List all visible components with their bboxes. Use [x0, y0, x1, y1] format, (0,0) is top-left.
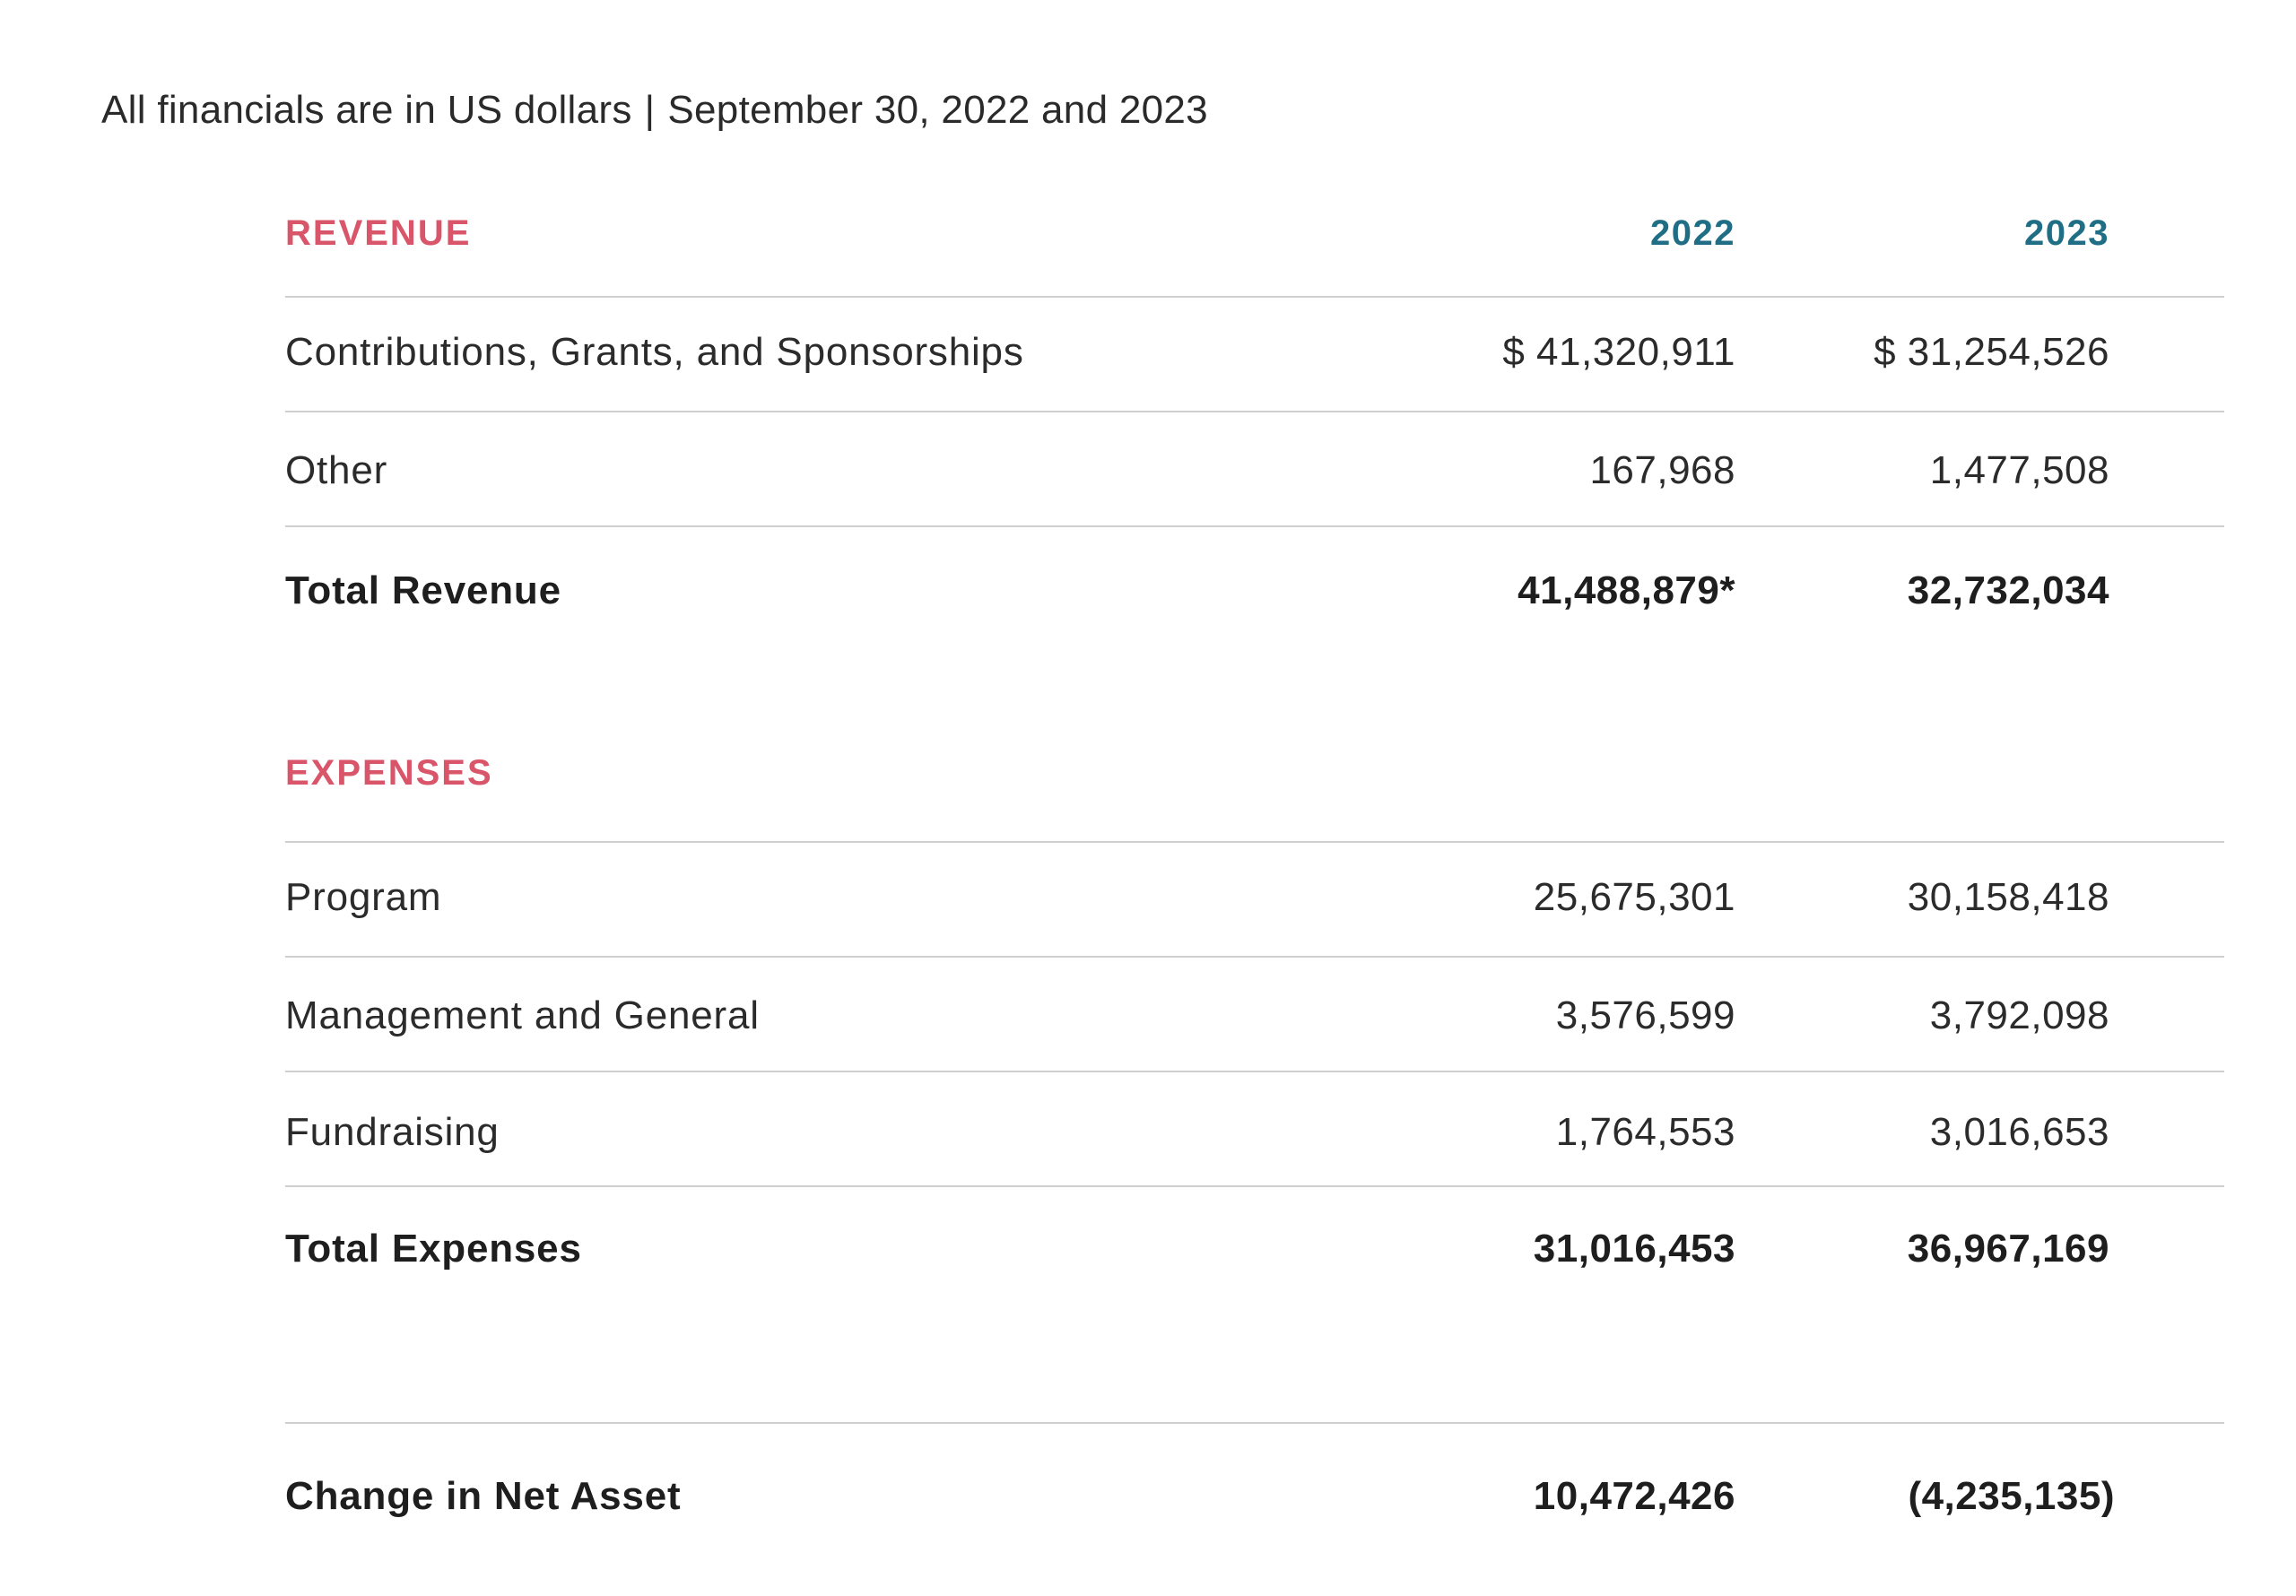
- row-value-2022: 3,576,599: [1555, 993, 1735, 1037]
- table-row: Contributions, Grants, and Sponsorships …: [285, 296, 2224, 412]
- subtitle-separator: |: [644, 88, 656, 132]
- total-revenue-2023: 32,732,034: [1907, 568, 2109, 612]
- row-value-2023: $ 31,254,526: [1874, 330, 2109, 374]
- subtitle-currency-note: All financials are in US dollars: [101, 88, 632, 132]
- row-label: Contributions, Grants, and Sponsorships: [285, 330, 1024, 374]
- row-label: Management and General: [285, 993, 760, 1037]
- row-value-2023: 1,477,508: [1929, 448, 2109, 492]
- revenue-header: REVENUE 2022 2023: [285, 213, 2224, 285]
- expenses-header: EXPENSES: [285, 753, 2224, 825]
- table-row: Program 25,675,301 30,158,418: [285, 841, 2224, 958]
- year-2023-header: 2023: [2024, 213, 2109, 253]
- row-label: Fundraising: [285, 1110, 500, 1154]
- net-asset-2022: 10,472,426: [1533, 1474, 1735, 1518]
- total-revenue-row: Total Revenue 41,488,879* 32,732,034: [285, 525, 2224, 642]
- row-value-2023: 30,158,418: [1907, 875, 2109, 919]
- row-value-2022: 167,968: [1589, 448, 1735, 492]
- year-2022-header: 2022: [1650, 213, 1735, 253]
- row-value-2022: 25,675,301: [1533, 875, 1735, 919]
- row-value-2023: 3,792,098: [1929, 993, 2109, 1037]
- table-row: Other 167,968 1,477,508: [285, 411, 2224, 527]
- net-asset-2023: (4,235,135): [1908, 1474, 2115, 1518]
- net-asset-label: Change in Net Asset: [285, 1474, 682, 1518]
- row-value-2022: $ 41,320,911: [1502, 330, 1735, 374]
- row-value-2022: 1,764,553: [1555, 1110, 1735, 1154]
- row-label: Other: [285, 448, 388, 492]
- total-expenses-2023: 36,967,169: [1907, 1227, 2109, 1271]
- revenue-title: REVENUE: [285, 213, 472, 253]
- subtitle-period: September 30, 2022 and 2023: [667, 88, 1208, 132]
- net-asset-row: Change in Net Asset 10,472,426 (4,235,13…: [285, 1422, 2224, 1540]
- table-row: Fundraising 1,764,553 3,016,653: [285, 1071, 2224, 1187]
- total-revenue-label: Total Revenue: [285, 568, 561, 612]
- report-subtitle: All financials are in US dollars | Septemb…: [101, 88, 1208, 133]
- total-revenue-2022: 41,488,879*: [1518, 568, 1735, 612]
- table-row: Management and General 3,576,599 3,792,0…: [285, 956, 2224, 1072]
- total-expenses-row: Total Expenses 31,016,453 36,967,169: [285, 1185, 2224, 1302]
- total-expenses-2022: 31,016,453: [1533, 1227, 1735, 1271]
- expenses-title: EXPENSES: [285, 753, 493, 793]
- row-label: Program: [285, 875, 442, 919]
- total-expenses-label: Total Expenses: [285, 1227, 582, 1271]
- row-value-2023: 3,016,653: [1929, 1110, 2109, 1154]
